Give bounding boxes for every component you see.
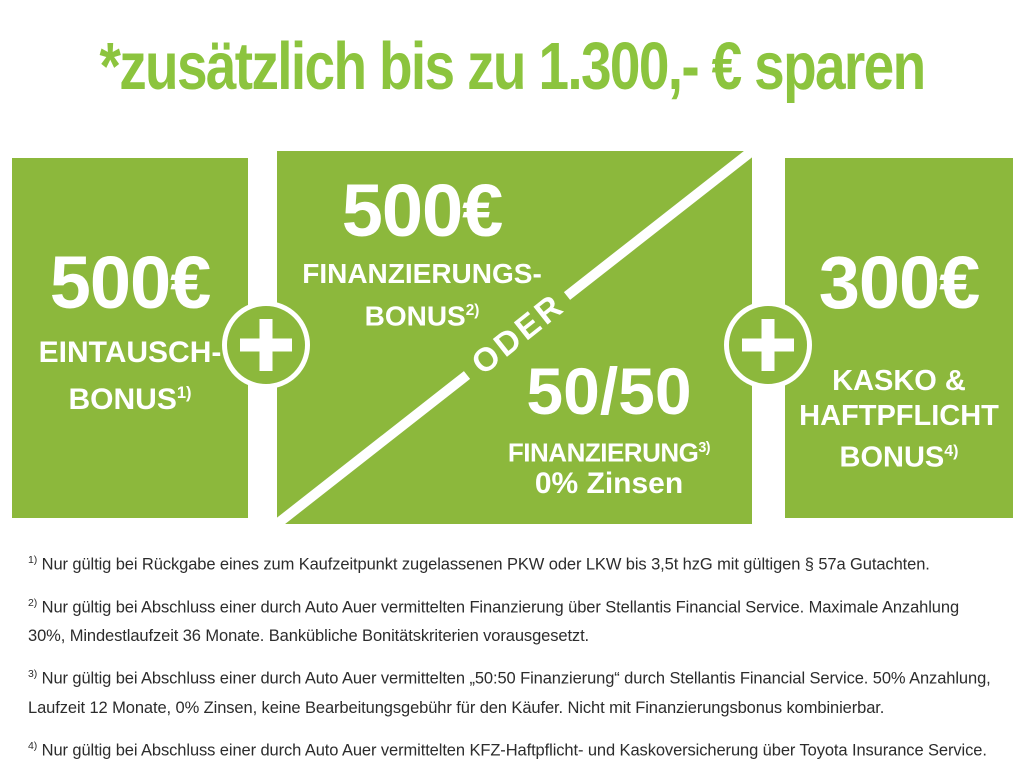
footnotes-section: 1) Nur gültig bei Rückgabe eines zum Kau…	[28, 546, 996, 765]
kasko-label-line1: KASKO &	[832, 365, 966, 397]
bonus-box-kasko: 300€ KASKO & HAFTPFLICHT BONUS4)	[785, 158, 1013, 518]
footnote-2-text: Nur gültig bei Abschluss einer durch Aut…	[28, 598, 960, 645]
bonus-box-finanzierung: 500€ FINANZIERUNGS- BONUS2) ODER 50/50 F…	[277, 151, 752, 524]
footnote-marker-1: 1)	[176, 384, 192, 402]
eintausch-label-line2: BONUS	[68, 383, 177, 416]
footnote-4: 4) Nur gültig bei Abschluss einer durch …	[28, 732, 996, 765]
eintausch-amount: 500€	[49, 241, 212, 324]
footnote-4-text: Nur gültig bei Abschluss einer durch Aut…	[41, 741, 987, 759]
footnote-1: 1) Nur gültig bei Rückgabe eines zum Kau…	[28, 546, 996, 580]
eintausch-label-line1: EINTAUSCH-	[38, 336, 222, 369]
footnote-1-marker: 1)	[28, 554, 38, 566]
finanzierungsbonus-label-line1: FINANZIERUNGS-	[302, 258, 542, 289]
footnote-marker-2: 2)	[465, 302, 480, 319]
footnote-2-marker: 2)	[28, 596, 38, 609]
5050-label: FINANZIERUNG3)	[478, 433, 740, 468]
5050-amount: 50/50	[526, 354, 692, 428]
footnote-3-text: Nur gültig bei Abschluss einer durch Aut…	[28, 669, 991, 717]
5050-label-text: FINANZIERUNG	[507, 437, 699, 468]
finanzierungsbonus-label-line2: BONUS	[364, 300, 466, 332]
footnote-marker-4: 4)	[944, 443, 959, 460]
kasko-amount: 300€	[818, 241, 981, 324]
eintausch-label: EINTAUSCH- BONUS1)	[12, 332, 248, 420]
plus-icon	[724, 301, 812, 389]
kasko-label-line3: BONUS	[839, 441, 945, 474]
kasko-label: KASKO & HAFTPFLICHT BONUS4)	[785, 364, 1013, 476]
plus-icon-bar-vertical	[761, 319, 775, 371]
kasko-label-line2: HAFTPFLICHT	[799, 400, 999, 432]
finanzierungsbonus-amount: 500€	[341, 169, 504, 252]
plus-icon	[222, 301, 310, 389]
footnote-marker-3: 3)	[698, 440, 711, 456]
5050-finanzierung-option: 50/50 FINANZIERUNG3) 0% Zinsen	[478, 354, 740, 500]
headline: *zusätzlich bis zu 1.300,- € sparen	[99, 29, 926, 104]
footnote-1-text: Nur gültig bei Rückgabe eines zum Kaufze…	[41, 555, 930, 574]
5050-zinsen-label: 0% Zinsen	[534, 466, 684, 500]
finanzierungsbonus-label: FINANZIERUNGS- BONUS2)	[277, 255, 567, 334]
footnote-4-marker: 4)	[28, 739, 38, 752]
footnote-3-marker: 3)	[28, 668, 38, 680]
plus-icon-bar-vertical	[259, 319, 273, 371]
footnote-3: 3) Nur gültig bei Abschluss einer durch …	[28, 660, 996, 723]
footnote-2: 2) Nur gültig bei Abschluss einer durch …	[28, 589, 996, 652]
bonus-box-eintausch: 500€ EINTAUSCH- BONUS1)	[12, 158, 248, 518]
oder-diagonal-line	[277, 151, 752, 524]
finanzierungsbonus-option: 500€ FINANZIERUNGS- BONUS2)	[277, 169, 567, 334]
